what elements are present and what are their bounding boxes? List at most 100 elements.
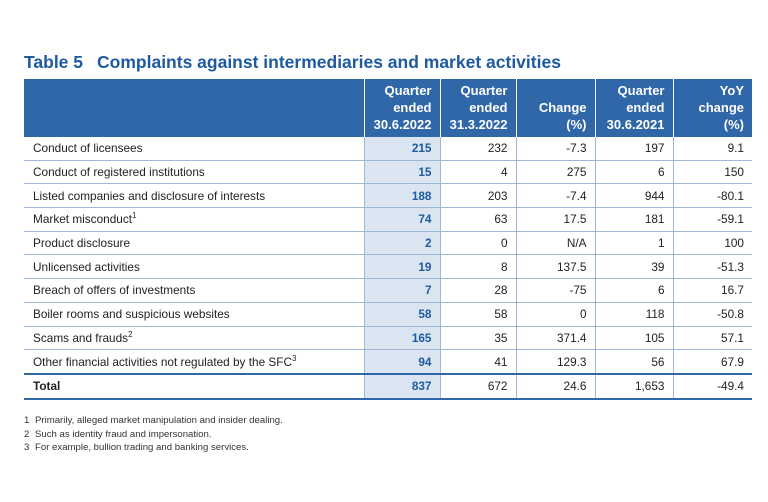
value-cell: 15 — [364, 160, 441, 185]
footnotes: 1 Primarily, alleged market manipulation … — [24, 414, 283, 455]
value-cell: 232 — [440, 137, 517, 161]
footnote: 1 Primarily, alleged market manipulation … — [24, 414, 283, 428]
header-q2-2021: Quarter ended 30.6.2021 — [595, 79, 674, 137]
table-row: Other financial activities not regulated… — [24, 349, 752, 375]
value-cell: 129.3 — [516, 349, 596, 375]
value-cell: 137.5 — [516, 254, 596, 280]
value-cell: 17.5 — [516, 207, 596, 232]
row-label: Listed companies and disclosure of inter… — [24, 183, 365, 209]
table-row: Conduct of registered institutions 15 4 275… — [24, 160, 752, 185]
value-cell: 203 — [440, 183, 517, 209]
total-row: Total 837 672 24.6 1,653 -49.4 — [24, 372, 752, 400]
table-title: Table 5 Complaints against intermediaries… — [24, 52, 561, 73]
value-cell: 150 — [673, 160, 752, 185]
value-cell: 118 — [595, 302, 674, 327]
value-cell: 1 — [595, 231, 674, 256]
value-cell: -50.8 — [673, 302, 752, 327]
value-cell: 58 — [364, 302, 441, 327]
footnote-ref: 3 — [292, 353, 297, 363]
table-row: Boiler rooms and suspicious websites 58 58… — [24, 302, 752, 327]
value-cell: 197 — [595, 137, 674, 161]
value-cell: 94 — [364, 349, 441, 375]
row-label: Conduct of registered institutions — [24, 160, 365, 185]
footnote-ref: 1 — [132, 211, 137, 221]
value-cell: 24.6 — [516, 372, 596, 400]
value-cell: 672 — [440, 372, 517, 400]
value-cell: 19 — [364, 254, 441, 280]
footnote: 3 For example, bullion trading and bankin… — [24, 441, 283, 455]
value-cell: 181 — [595, 207, 674, 232]
row-label: Unlicensed activities — [24, 254, 365, 280]
header-yoy-change: YoY change (%) — [673, 79, 752, 137]
table-title-text: Complaints against intermediaries and ma… — [97, 52, 561, 72]
value-cell: 74 — [364, 207, 441, 232]
row-label: Boiler rooms and suspicious websites — [24, 302, 365, 327]
value-cell: 0 — [440, 231, 517, 256]
value-cell: -51.3 — [673, 254, 752, 280]
value-cell: 0 — [516, 302, 596, 327]
value-cell: 58 — [440, 302, 517, 327]
value-cell: -75 — [516, 278, 596, 303]
value-cell: 165 — [364, 326, 441, 351]
table-row: Product disclosure 2 0 N/A 1 100 — [24, 231, 752, 256]
table-number: Table 5 — [24, 52, 84, 72]
value-cell: 41 — [440, 349, 517, 375]
table-row: Market misconduct1 74 63 17.5 181 -59.1 — [24, 207, 752, 232]
value-cell: 944 — [595, 183, 674, 209]
complaints-table: Quarter ended 30.6.2022 Quarter ended 31.3.2… — [24, 79, 752, 400]
value-cell: 371.4 — [516, 326, 596, 351]
footnote-text: Such as identity fraud and impersonation… — [35, 428, 212, 440]
value-cell: -80.1 — [673, 183, 752, 209]
row-label: Market misconduct1 — [24, 207, 365, 232]
footnote-ref: 2 — [128, 329, 133, 339]
table-row: Unlicensed activities 19 8 137.5 39 -51.3 — [24, 254, 752, 280]
footnote-text: For example, bullion trading and banking… — [35, 442, 249, 453]
value-cell: 100 — [673, 231, 752, 256]
value-cell: 56 — [595, 349, 674, 375]
footnote-number: 1 — [24, 415, 30, 426]
value-cell: -7.4 — [516, 183, 596, 209]
value-cell: 188 — [364, 183, 441, 209]
header-blank — [24, 79, 365, 137]
value-cell: 9.1 — [673, 137, 752, 161]
value-cell: 8 — [440, 254, 517, 280]
value-cell: 275 — [516, 160, 596, 185]
footnote-number: 2 — [24, 428, 30, 440]
value-cell: N/A — [516, 231, 596, 256]
row-label: Total — [24, 372, 365, 400]
row-label: Scams and frauds2 — [24, 326, 365, 351]
header-q2-2022: Quarter ended 30.6.2022 — [364, 79, 441, 137]
row-label: Product disclosure — [24, 231, 365, 256]
value-cell: 2 — [364, 231, 441, 256]
value-cell: 67.9 — [673, 349, 752, 375]
table-row: Breach of offers of investments 7 28 -75 6 16… — [24, 278, 752, 303]
footnote-text: Primarily, alleged market manipulation a… — [35, 415, 283, 426]
value-cell: -49.4 — [673, 372, 752, 400]
value-cell: 16.7 — [673, 278, 752, 303]
row-label: Conduct of licensees — [24, 137, 365, 161]
value-cell: 39 — [595, 254, 674, 280]
value-cell: 6 — [595, 160, 674, 185]
row-label: Breach of offers of investments — [24, 278, 365, 303]
value-cell: 7 — [364, 278, 441, 303]
table-row: Conduct of licensees 215 232 -7.3 197 9.1 — [24, 137, 752, 161]
value-cell: 4 — [440, 160, 517, 185]
value-cell: -59.1 — [673, 207, 752, 232]
value-cell: 63 — [440, 207, 517, 232]
value-cell: 215 — [364, 137, 441, 161]
row-label: Other financial activities not regulated… — [24, 349, 365, 375]
table-row: Scams and frauds2 165 35 371.4 105 57.1 — [24, 326, 752, 351]
value-cell: 28 — [440, 278, 517, 303]
header-change: Change (%) — [516, 79, 596, 137]
footnote-number: 3 — [24, 442, 30, 453]
table-row: Listed companies and disclosure of inter… — [24, 183, 752, 209]
header-row: Quarter ended 30.6.2022 Quarter ended 31.3.2… — [24, 79, 752, 137]
value-cell: 1,653 — [595, 372, 674, 400]
value-cell: -7.3 — [516, 137, 596, 161]
value-cell: 837 — [364, 372, 441, 400]
value-cell: 57.1 — [673, 326, 752, 351]
value-cell: 35 — [440, 326, 517, 351]
value-cell: 105 — [595, 326, 674, 351]
header-q1-2022: Quarter ended 31.3.2022 — [440, 79, 517, 137]
value-cell: 6 — [595, 278, 674, 303]
